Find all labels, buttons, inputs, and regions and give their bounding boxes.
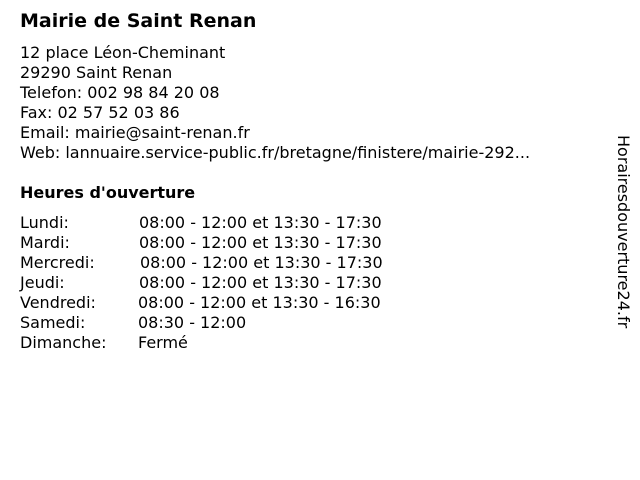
time: 08:00 - 12:00 et 13:30 - 17:30 [140,253,383,272]
hours-row: Dimanche: Fermé [20,333,188,353]
page-title: Mairie de Saint Renan [20,10,257,32]
address: 12 place Léon-Cheminant [20,43,226,62]
time: 08:00 - 12:00 et 13:30 - 17:30 [139,213,382,232]
day: Mardi: [20,233,70,252]
hours-row: Mercredi: 08:00 - 12:00 et 13:30 - 17:30 [20,253,383,273]
day: Mercredi: [20,253,95,272]
day: Jeudi: [20,273,65,292]
day: Lundi: [20,213,69,232]
fax: Fax: 02 57 52 03 86 [20,103,180,122]
day: Vendredi: [20,293,96,312]
hours-row: Samedi: 08:30 - 12:00 [20,313,246,333]
time: 08:00 - 12:00 et 13:30 - 16:30 [138,293,381,312]
time: 08:00 - 12:00 et 13:30 - 17:30 [139,233,382,252]
hours-heading: Heures d'ouverture [20,183,196,202]
time: 08:30 - 12:00 [138,313,247,332]
hours-row: Lundi: 08:00 - 12:00 et 13:30 - 17:30 [20,213,382,233]
hours-row: Jeudi: 08:00 - 12:00 et 13:30 - 17:30 [20,273,382,293]
website: Web: lannuaire.service-public.fr/bretagn… [20,143,531,162]
day: Samedi: [20,313,86,332]
time: Fermé [138,333,188,352]
time: 08:00 - 12:00 et 13:30 - 17:30 [139,273,382,292]
phone: Telefon: 002 98 84 20 08 [20,83,220,102]
hours-row: Vendredi: 08:00 - 12:00 et 13:30 - 16:30 [20,293,381,313]
watermark: Horairesdouverture24.fr [614,135,633,329]
day: Dimanche: [20,333,107,352]
city: 29290 Saint Renan [20,63,173,82]
hours-table: Lundi: 08:00 - 12:00 et 13:30 - 17:30 Mar… [20,213,383,353]
contact-info: 12 place Léon-Cheminant 29290 Saint Rena… [20,43,530,163]
email: Email: mairie@saint-renan.fr [20,123,250,142]
hours-row: Mardi: 08:00 - 12:00 et 13:30 - 17:30 [20,233,382,253]
